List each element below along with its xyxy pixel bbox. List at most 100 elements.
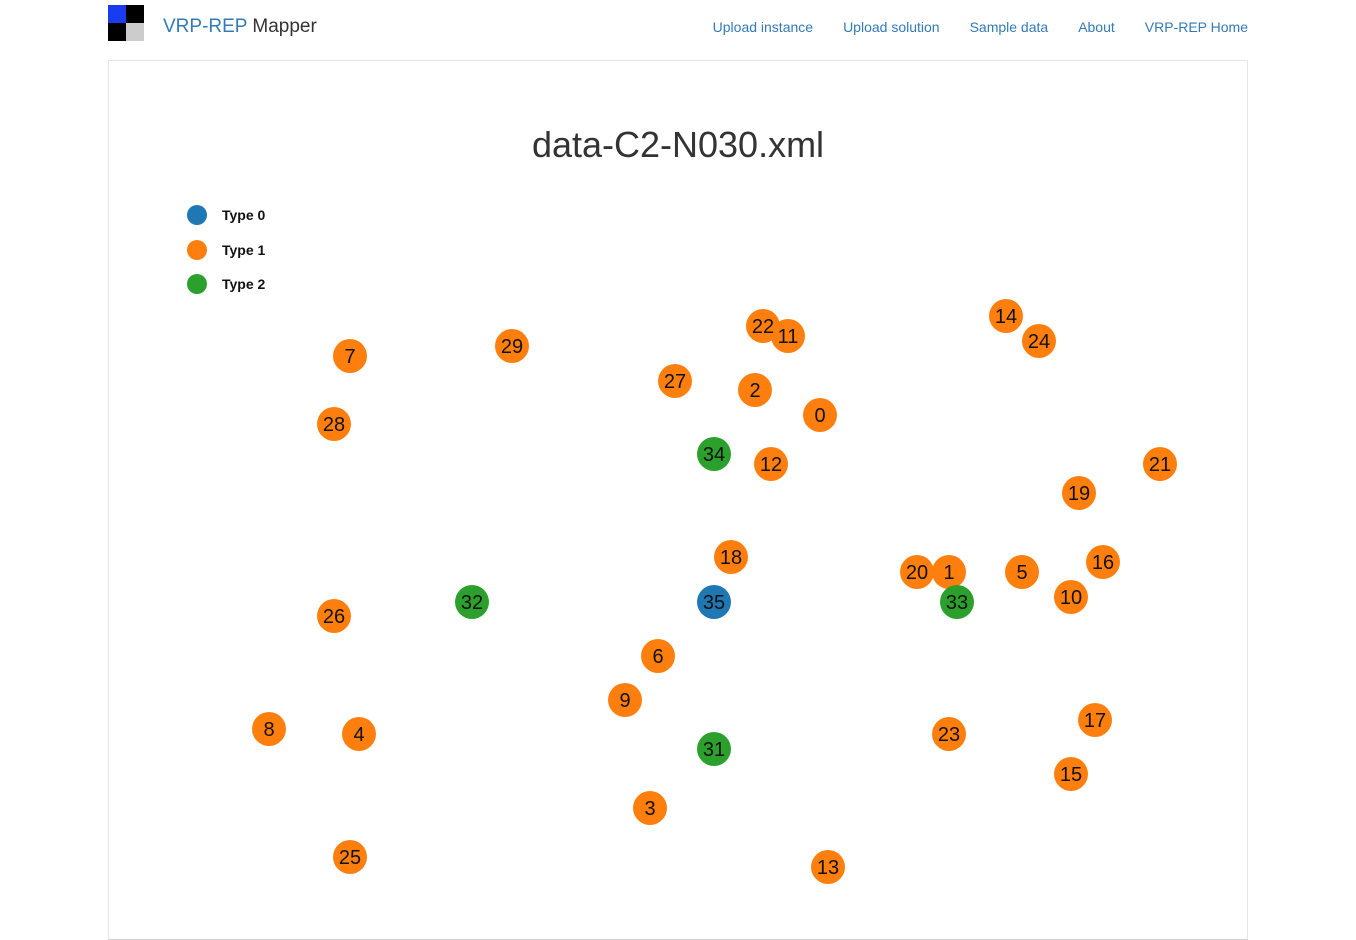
map-node-marker[interactable] xyxy=(803,398,837,432)
map-node-3[interactable]: 3 xyxy=(633,791,667,825)
map-node-24[interactable]: 24 xyxy=(1022,324,1056,358)
map-node-label: 20 xyxy=(906,562,928,584)
map-node-label: 25 xyxy=(339,847,361,869)
brand-name: VRP-REP xyxy=(163,16,248,37)
map-node-marker[interactable] xyxy=(1062,476,1096,510)
map-node-13[interactable]: 13 xyxy=(811,850,845,884)
map-node-16[interactable]: 16 xyxy=(1086,545,1120,579)
nav-vrp-rep-home[interactable]: VRP-REP Home xyxy=(1144,19,1248,35)
map-node-label: 11 xyxy=(778,326,799,348)
map-title: data-C2-N030.xml xyxy=(531,124,825,165)
map-node-marker[interactable] xyxy=(317,407,351,441)
nav-about[interactable]: About xyxy=(1078,19,1115,35)
map-node-label: 2 xyxy=(749,380,760,402)
map-node-25[interactable]: 25 xyxy=(333,840,367,874)
map-node-21[interactable]: 21 xyxy=(1143,447,1177,481)
map-node-15[interactable]: 15 xyxy=(1054,757,1088,791)
map-node-marker[interactable] xyxy=(989,299,1023,333)
map-node-label: 12 xyxy=(760,454,782,476)
map-node-label: 28 xyxy=(323,414,345,436)
map-node-marker[interactable] xyxy=(342,717,376,751)
map-node-27[interactable]: 27 xyxy=(658,364,692,398)
map-node-5[interactable]: 5 xyxy=(1005,555,1039,589)
map-node-label: 17 xyxy=(1084,710,1106,732)
map-node-marker[interactable] xyxy=(641,639,675,673)
map-node-marker[interactable] xyxy=(697,732,731,766)
map-node-2[interactable]: 2 xyxy=(738,373,772,407)
logo-square-bl xyxy=(108,23,126,41)
map-node-marker[interactable] xyxy=(714,540,748,574)
map-node-19[interactable]: 19 xyxy=(1062,476,1096,510)
map-node-marker[interactable] xyxy=(333,339,367,373)
map-node-marker[interactable] xyxy=(495,329,529,363)
map-node-marker[interactable] xyxy=(1054,757,1088,791)
map-node-label: 34 xyxy=(703,444,725,466)
map-node-marker[interactable] xyxy=(1078,703,1112,737)
map-node-17[interactable]: 17 xyxy=(1078,703,1112,737)
map-node-marker[interactable] xyxy=(738,373,772,407)
map-node-label: 7 xyxy=(344,346,355,368)
map-node-label: 5 xyxy=(1016,562,1027,584)
map-node-marker[interactable] xyxy=(455,585,489,619)
map-node-14[interactable]: 14 xyxy=(989,299,1023,333)
map-node-marker[interactable] xyxy=(697,585,731,619)
map-node-9[interactable]: 9 xyxy=(608,683,642,717)
map-node-7[interactable]: 7 xyxy=(333,339,367,373)
nav-upload-instance[interactable]: Upload instance xyxy=(712,19,814,35)
map-node-31[interactable]: 31 xyxy=(697,732,731,766)
map-node-marker[interactable] xyxy=(1143,447,1177,481)
map-node-10[interactable]: 10 xyxy=(1054,580,1088,614)
map-node-22[interactable]: 22 xyxy=(746,309,780,343)
map-node-marker[interactable] xyxy=(1086,545,1120,579)
logo-square-br xyxy=(126,23,144,41)
map-node-34[interactable]: 34 xyxy=(697,437,731,471)
map-node-label: 18 xyxy=(720,547,742,569)
map-node-label: 24 xyxy=(1028,331,1050,353)
map-node-label: 33 xyxy=(946,592,968,614)
map-node-marker[interactable] xyxy=(811,850,845,884)
map-node-35[interactable]: 35 xyxy=(697,585,731,619)
map-node-marker[interactable] xyxy=(608,683,642,717)
map-node-marker[interactable] xyxy=(697,437,731,471)
map-node-label: 22 xyxy=(752,316,774,338)
map-node-6[interactable]: 6 xyxy=(641,639,675,673)
map-node-marker[interactable] xyxy=(633,791,667,825)
legend-item-type-1: Type 1 xyxy=(187,233,265,268)
map-node-1[interactable]: 1 xyxy=(932,555,966,589)
map-node-marker[interactable] xyxy=(252,712,286,746)
nav-links: Upload instance Upload solution Sample d… xyxy=(713,17,1248,37)
map-node-marker[interactable] xyxy=(1005,555,1039,589)
map-node-label: 0 xyxy=(814,405,825,427)
map-node-marker[interactable] xyxy=(1022,324,1056,358)
map-node-marker[interactable] xyxy=(932,717,966,751)
map-node-label: 4 xyxy=(353,724,364,746)
map-node-marker[interactable] xyxy=(333,840,367,874)
map-node-26[interactable]: 26 xyxy=(317,599,351,633)
node-map[interactable]: 0123456789101112131415161718192021222324… xyxy=(109,61,1247,939)
map-node-28[interactable]: 28 xyxy=(317,407,351,441)
map-node-4[interactable]: 4 xyxy=(342,717,376,751)
map-node-29[interactable]: 29 xyxy=(495,329,529,363)
map-node-23[interactable]: 23 xyxy=(932,717,966,751)
map-node-8[interactable]: 8 xyxy=(252,712,286,746)
brand-link[interactable]: VRP-REP Mapper xyxy=(163,15,317,39)
map-node-marker[interactable] xyxy=(754,447,788,481)
vrp-rep-logo[interactable] xyxy=(108,5,144,41)
map-node-marker[interactable] xyxy=(1054,580,1088,614)
map-node-33[interactable]: 33 xyxy=(940,585,974,619)
map-node-marker[interactable] xyxy=(658,364,692,398)
legend-swatch-type-0 xyxy=(187,205,207,226)
map-node-12[interactable]: 12 xyxy=(754,447,788,481)
map-node-label: 3 xyxy=(644,798,655,820)
map-node-marker[interactable] xyxy=(746,309,780,343)
map-node-marker[interactable] xyxy=(940,585,974,619)
map-node-0[interactable]: 0 xyxy=(803,398,837,432)
map-node-20[interactable]: 20 xyxy=(900,555,934,589)
map-node-18[interactable]: 18 xyxy=(714,540,748,574)
map-node-marker[interactable] xyxy=(317,599,351,633)
map-node-32[interactable]: 32 xyxy=(455,585,489,619)
nav-upload-solution[interactable]: Upload solution xyxy=(843,19,940,35)
map-node-marker[interactable] xyxy=(900,555,934,589)
nav-sample-data[interactable]: Sample data xyxy=(969,19,1049,35)
map-node-marker[interactable] xyxy=(932,555,966,589)
